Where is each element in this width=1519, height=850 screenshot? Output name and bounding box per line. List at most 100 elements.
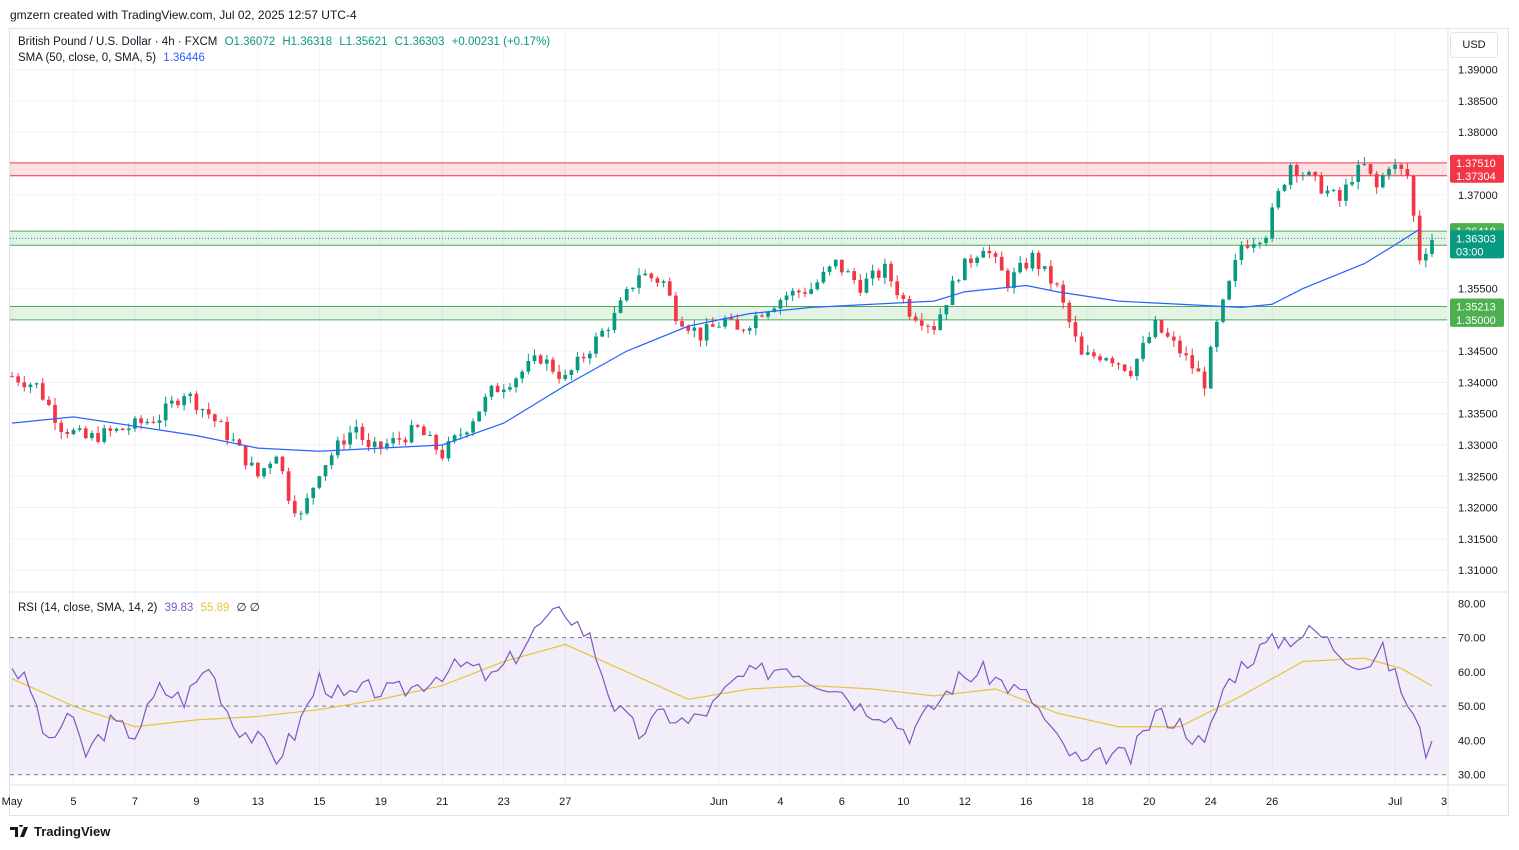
candle-body <box>145 421 150 424</box>
candle-body <box>1085 352 1090 355</box>
change-value: +0.00231 (+0.17%) <box>451 36 551 48</box>
tradingview-logo-icon <box>10 824 28 837</box>
rsi-ma-value: 55.89 <box>200 602 230 614</box>
candle-body <box>612 312 617 330</box>
chart-frame[interactable] <box>9 28 1509 816</box>
candle-body <box>827 266 832 272</box>
candle-body <box>59 422 64 432</box>
candle-body <box>735 319 740 330</box>
candle-body <box>274 456 279 464</box>
candle-body <box>188 393 193 397</box>
currency-button[interactable]: USD <box>1450 32 1498 58</box>
candle-body <box>741 329 746 331</box>
candle-body <box>1215 321 1219 348</box>
time-tick-label: Jun <box>710 796 728 808</box>
support-lower-price-tag <box>1450 311 1504 327</box>
candle-body <box>1282 184 1287 191</box>
candle-body <box>624 289 629 301</box>
candle-body <box>1301 175 1305 177</box>
candle-body <box>200 409 205 411</box>
candle-body <box>944 305 949 315</box>
candle-body <box>815 282 820 290</box>
open-value: O1.36072 <box>224 36 276 48</box>
price-tick-label: 1.37000 <box>1458 190 1498 202</box>
candle-body <box>1067 302 1072 323</box>
candle-body <box>22 382 27 388</box>
chart-caption: gmzern created with TradingView.com, Jul… <box>10 8 357 22</box>
time-tick-label: 23 <box>498 796 510 808</box>
time-tick-label: 21 <box>436 796 448 808</box>
candle-body <box>108 428 113 431</box>
candle-body <box>790 290 795 296</box>
time-tick-label: 4 <box>777 796 783 808</box>
candle-body <box>618 300 623 313</box>
candle-body <box>1227 280 1231 300</box>
price-tick-label: 1.33000 <box>1458 440 1498 452</box>
support-upper-zone <box>10 231 1447 246</box>
candle-body <box>858 280 863 293</box>
candle-body <box>717 326 721 328</box>
candle-body <box>1307 171 1311 176</box>
candle-body <box>919 320 924 326</box>
candle-body <box>1030 252 1035 269</box>
candle-body <box>1374 173 1379 188</box>
candle-body <box>415 425 420 427</box>
candle-body <box>766 311 770 317</box>
time-tick-label: 27 <box>559 796 571 808</box>
price-tick-label: 1.33500 <box>1458 409 1498 421</box>
candle-body <box>1350 182 1354 185</box>
candle-body <box>1411 175 1416 216</box>
candle-body <box>803 292 807 294</box>
candle-body <box>163 403 168 421</box>
resistance-price-tag <box>1450 154 1504 170</box>
candle-body <box>962 258 967 281</box>
main-legend: British Pound / U.S. Dollar · 4h · FXCM … <box>18 36 554 48</box>
candle-body <box>77 428 82 430</box>
tradingview-brand[interactable]: TradingView <box>10 824 110 839</box>
time-tick-label: May <box>2 796 23 808</box>
candle-body <box>981 250 986 258</box>
candle-body <box>1417 215 1422 261</box>
candle-body <box>1159 319 1164 333</box>
candle-body <box>643 273 648 276</box>
candle-body <box>391 438 395 444</box>
candle-body <box>1380 174 1385 188</box>
candle-body <box>280 456 285 472</box>
candle-body <box>520 371 525 379</box>
price-tick-label: 1.39000 <box>1458 65 1498 77</box>
candle-body <box>354 426 359 433</box>
candle-body <box>852 271 857 281</box>
candle-body <box>747 328 752 331</box>
time-tick-label: 5 <box>70 796 76 808</box>
candle-body <box>969 258 973 263</box>
rsi-pane <box>10 606 1447 776</box>
candle-body <box>729 317 734 320</box>
rsi-tick-label: 60.00 <box>1458 667 1486 679</box>
time-tick-label: 7 <box>132 796 138 808</box>
candle-body <box>225 421 229 441</box>
candle-body <box>784 295 789 301</box>
candle-body <box>674 295 678 322</box>
candle-body <box>637 275 641 288</box>
rsi-value: 39.83 <box>164 602 194 614</box>
candle-body <box>1337 190 1342 201</box>
candle-body <box>409 425 414 443</box>
time-tick-label: Jul <box>1388 796 1402 808</box>
candle-body <box>434 434 438 450</box>
time-tick-label: 9 <box>193 796 199 808</box>
candle-body <box>452 435 457 442</box>
candle-body <box>71 429 76 435</box>
candle-body <box>1006 270 1010 288</box>
candle-body <box>1313 171 1318 176</box>
candle-body <box>1018 262 1022 273</box>
rsi-tick-label: 30.00 <box>1458 770 1486 782</box>
candle-body <box>821 271 826 283</box>
high-value: H1.36318 <box>282 36 333 48</box>
candle-body <box>987 250 992 254</box>
candle-body <box>317 476 322 488</box>
candle-body <box>1221 299 1225 322</box>
price-tick-label: 1.34000 <box>1458 377 1498 389</box>
rsi-band-fill <box>10 637 1447 775</box>
candle-body <box>710 324 715 327</box>
